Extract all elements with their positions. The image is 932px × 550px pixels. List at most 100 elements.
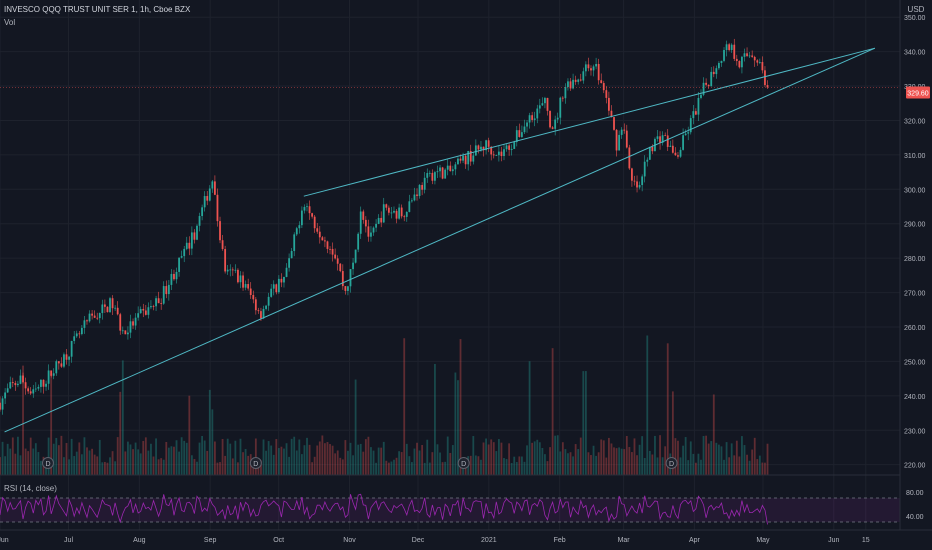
candle-body xyxy=(188,242,191,249)
volume-bar xyxy=(748,460,751,475)
time-axis-ticks[interactable]: Jun Jul Aug Sep Oct Nov Dec 2021 Feb Mar Apr May Jun… xyxy=(0,537,870,544)
volume-bar xyxy=(155,438,157,475)
volume-bar xyxy=(579,437,582,475)
volume-bar xyxy=(605,457,608,475)
volume-bar xyxy=(677,440,679,475)
candle-body xyxy=(178,257,180,272)
candle-body xyxy=(208,188,211,201)
candle-body xyxy=(441,167,444,179)
volume-bar xyxy=(385,460,388,475)
volume-bar xyxy=(239,438,242,475)
volume-bar xyxy=(730,443,733,475)
candle-body xyxy=(659,136,661,143)
candle-body xyxy=(421,185,424,190)
candle-body xyxy=(257,310,260,312)
candle-body xyxy=(270,288,273,297)
candle-body xyxy=(692,111,695,119)
volume-bar xyxy=(485,438,487,475)
volume-bar xyxy=(751,449,754,475)
candle-body xyxy=(288,258,290,268)
rsi-label: RSI (14, close) xyxy=(4,484,57,493)
candle-body xyxy=(457,158,459,165)
volume-bar xyxy=(592,445,595,475)
volume-bar xyxy=(439,452,441,475)
volume-bar xyxy=(78,442,81,475)
candle-body xyxy=(600,80,603,84)
price-scale[interactable] xyxy=(900,0,932,530)
candle-body xyxy=(127,332,129,335)
candle-body xyxy=(728,44,731,51)
volume-bar xyxy=(142,440,145,475)
candle-body xyxy=(260,311,262,319)
candle-body xyxy=(73,336,76,341)
candle-body xyxy=(80,327,83,335)
candle-body xyxy=(638,185,641,188)
rsi-tick-label: 80.00 xyxy=(906,490,924,497)
volume-bar xyxy=(47,437,50,475)
volume-bar xyxy=(387,462,390,475)
candle-body xyxy=(68,356,70,360)
volume-bar xyxy=(83,437,86,475)
candle-body xyxy=(267,296,270,306)
candle-body xyxy=(224,249,227,272)
volume-bar xyxy=(152,456,155,475)
volume-bar xyxy=(196,461,198,475)
volume-label: Vol xyxy=(4,18,15,27)
volume-bar xyxy=(613,447,615,475)
candle-body xyxy=(444,169,447,179)
volume-bar xyxy=(329,444,331,475)
volume-bar xyxy=(615,448,618,475)
time-tick-label: Aug xyxy=(133,537,146,544)
candle-body xyxy=(505,145,508,150)
candle-body xyxy=(648,146,651,160)
candle-body xyxy=(331,248,334,255)
candle-body xyxy=(531,115,534,120)
candle-body xyxy=(183,248,186,257)
volume-bar xyxy=(523,461,526,475)
volume-bar xyxy=(208,389,211,475)
volume-bar xyxy=(728,457,731,475)
volume-bar xyxy=(628,447,631,475)
volume-bar xyxy=(741,436,743,475)
candle-body xyxy=(451,169,454,172)
volume-bar xyxy=(60,435,63,475)
candle-layer xyxy=(0,38,769,415)
volume-bar xyxy=(185,442,188,475)
candle-body xyxy=(88,313,91,322)
volume-bar xyxy=(648,450,651,475)
candle-body xyxy=(636,181,638,188)
candle-body xyxy=(628,147,631,169)
volume-bar xyxy=(671,391,674,475)
volume-bar xyxy=(633,438,636,475)
candle-body xyxy=(741,56,743,68)
candle-body xyxy=(738,61,741,68)
volume-bar xyxy=(68,459,70,475)
candle-body xyxy=(595,63,598,67)
volume-bar xyxy=(590,455,592,475)
rsi-axis-ticks: 80.00 40.00 xyxy=(906,490,924,521)
candle-body xyxy=(656,136,659,139)
candle-body xyxy=(477,145,480,150)
volume-bar xyxy=(702,435,705,475)
candle-body xyxy=(446,165,449,170)
trendline-layer[interactable] xyxy=(4,47,876,433)
volume-bar xyxy=(50,373,53,475)
volume-bar xyxy=(347,450,349,475)
volume-bar xyxy=(679,457,682,475)
volume-bar xyxy=(480,459,482,475)
candle-body xyxy=(150,306,152,308)
candle-body xyxy=(226,269,229,272)
volume-bar xyxy=(656,457,659,475)
volume-bar xyxy=(710,441,713,475)
candle-body xyxy=(367,226,370,237)
candle-body xyxy=(513,142,516,149)
candle-body xyxy=(751,55,754,57)
candle-body xyxy=(78,333,81,335)
volume-bar xyxy=(96,456,99,475)
candle-body xyxy=(221,240,224,250)
candle-body xyxy=(57,361,60,364)
candle-body xyxy=(393,210,395,213)
price-tick-label: 220.00 xyxy=(904,463,926,470)
